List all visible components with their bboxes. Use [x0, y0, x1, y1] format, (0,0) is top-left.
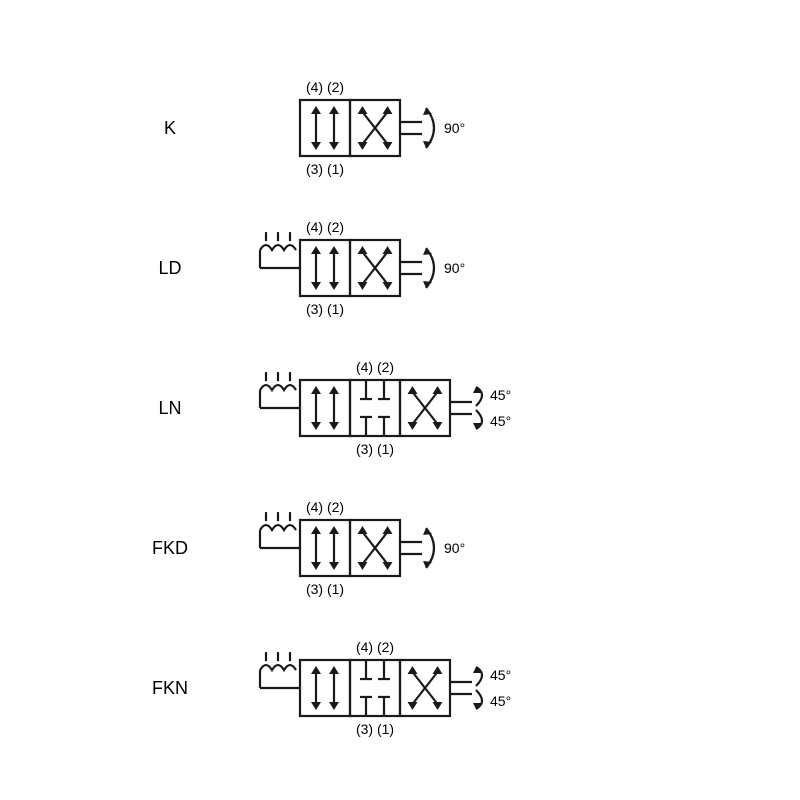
valve-label: FKN	[152, 678, 188, 698]
ports-bottom: (3) (1)	[306, 581, 344, 597]
svg-text:45°: 45°	[490, 387, 511, 403]
ports-bottom: (3) (1)	[306, 301, 344, 317]
valve-FKD: FKD (4) (2) (3) (1) 90°	[152, 499, 465, 597]
valve-label: K	[164, 118, 176, 138]
ports-top: (4) (2)	[306, 499, 344, 515]
ports-bottom: (3) (1)	[356, 721, 394, 737]
valve-label: FKD	[152, 538, 188, 558]
svg-text:45°: 45°	[490, 667, 511, 683]
ports-bottom: (3) (1)	[306, 161, 344, 177]
svg-text:45°: 45°	[490, 413, 511, 429]
valve-FKN: FKN (4) (2) (3) (1) 45° 45°	[152, 639, 511, 737]
ports-top: (4) (2)	[306, 219, 344, 235]
valve-K: K (4) (2) (3) (1) 90°	[164, 79, 465, 177]
svg-text:90°: 90°	[444, 540, 465, 556]
valve-label: LD	[158, 258, 181, 278]
valve-LD: LD (4) (2) (3) (1) 90°	[158, 219, 465, 317]
svg-text:45°: 45°	[490, 693, 511, 709]
valve-LN: LN (4) (2) (3) (1) 45° 45°	[158, 359, 511, 457]
svg-text:90°: 90°	[444, 120, 465, 136]
ports-top: (4) (2)	[306, 79, 344, 95]
ports-bottom: (3) (1)	[356, 441, 394, 457]
valve-label: LN	[158, 398, 181, 418]
ports-top: (4) (2)	[356, 359, 394, 375]
ports-top: (4) (2)	[356, 639, 394, 655]
svg-text:90°: 90°	[444, 260, 465, 276]
